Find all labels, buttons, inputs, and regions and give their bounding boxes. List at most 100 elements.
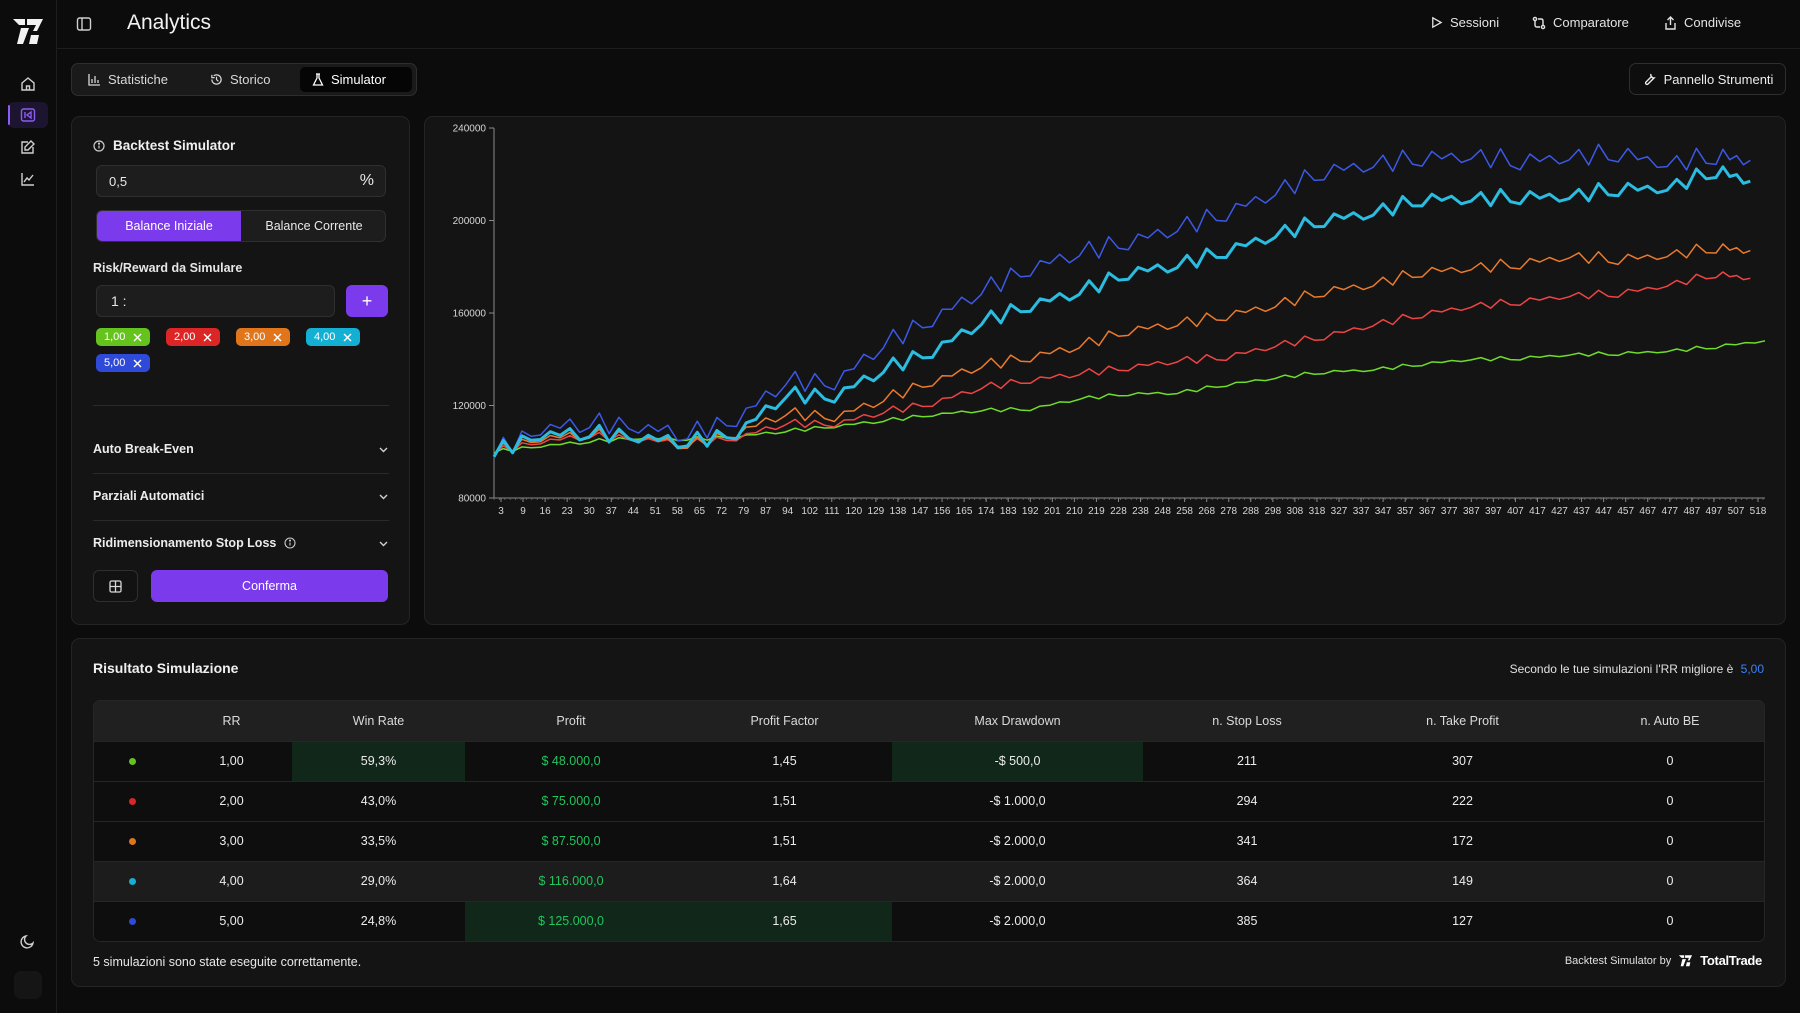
risk-input[interactable]: 0,5 % bbox=[96, 165, 386, 197]
layout-grid-button[interactable] bbox=[93, 570, 138, 602]
x-tick-label: 156 bbox=[934, 506, 951, 517]
ridimensionamento-stop-loss-label: Ridimensionamento Stop Loss bbox=[93, 536, 277, 550]
ridimensionamento-stop-loss-accordion[interactable]: Ridimensionamento Stop Loss bbox=[93, 523, 389, 563]
col-auto-be[interactable]: n. Auto BE bbox=[1640, 713, 1700, 728]
close-icon[interactable] bbox=[343, 333, 352, 342]
tools-panel-button[interactable]: Pannello Strumenti bbox=[1629, 63, 1786, 95]
series-dot-cell bbox=[94, 861, 171, 901]
comparatore-link[interactable]: Comparatore bbox=[1532, 15, 1629, 30]
results-footer: 5 simulazioni sono state eseguite corret… bbox=[93, 955, 362, 969]
rr-chip-label: 3,00 bbox=[244, 331, 266, 343]
x-tick-label: 497 bbox=[1706, 506, 1723, 517]
history-icon bbox=[211, 74, 222, 85]
x-tick-label: 337 bbox=[1353, 506, 1370, 517]
chevron-down-icon bbox=[379, 494, 388, 499]
profit-cell: $ 48.000,0 bbox=[541, 754, 601, 768]
brand-credit: Backtest Simulator by TotalTrade bbox=[1565, 953, 1762, 968]
x-tick-label: 268 bbox=[1198, 506, 1215, 517]
col-max-drawdown[interactable]: Max Drawdown bbox=[974, 713, 1061, 728]
page-title: Analytics bbox=[127, 11, 212, 34]
parziali-automatici-accordion[interactable]: Parziali Automatici bbox=[93, 476, 389, 516]
table-row[interactable]: 5,00 24,8% $ 125.000,0 1,65 -$ 2.000,0 3… bbox=[94, 901, 1764, 941]
stop-loss-cell: 294 bbox=[1236, 794, 1258, 808]
table-row[interactable]: 4,00 29,0% $ 116.000,0 1,64 -$ 2.000,0 3… bbox=[94, 861, 1764, 901]
best-rr-text: Secondo le tue simulazioni l'RR migliore… bbox=[1509, 662, 1734, 676]
flask-icon bbox=[312, 73, 324, 86]
y-tick-label: 160000 bbox=[453, 309, 487, 320]
divider bbox=[93, 405, 389, 406]
close-icon[interactable] bbox=[133, 359, 142, 368]
series-dot bbox=[129, 798, 136, 805]
col-rr[interactable]: RR bbox=[222, 713, 241, 728]
x-tick-label: 437 bbox=[1573, 506, 1590, 517]
x-tick-label: 120 bbox=[845, 506, 862, 517]
balance-toggle: Balance Iniziale Balance Corrente bbox=[96, 210, 386, 242]
share-icon bbox=[1665, 15, 1676, 30]
balance-corrente-option[interactable]: Balance Corrente bbox=[265, 219, 363, 233]
balance-iniziale-option[interactable]: Balance Iniziale bbox=[97, 211, 241, 241]
take-profit-cell: 172 bbox=[1452, 834, 1473, 848]
theme-toggle-button[interactable] bbox=[8, 928, 48, 954]
table-row[interactable]: 1,00 59,3% $ 48.000,0 1,45 -$ 500,0 211 … bbox=[94, 741, 1764, 781]
close-icon[interactable] bbox=[133, 333, 142, 342]
bar-chart-icon bbox=[88, 74, 100, 86]
close-icon[interactable] bbox=[273, 333, 282, 342]
sidebar-toggle-icon[interactable] bbox=[76, 16, 92, 32]
auto-be-cell: 0 bbox=[1666, 794, 1674, 808]
series-dot-cell bbox=[94, 781, 171, 821]
rr-input[interactable]: 1 : bbox=[96, 285, 335, 317]
x-tick-label: 192 bbox=[1022, 506, 1039, 517]
rewind-icon bbox=[20, 108, 36, 122]
tab-simulator[interactable]: Simulator bbox=[300, 67, 412, 92]
simulator-panel: Backtest Simulator 0,5 % Balance Inizial… bbox=[71, 116, 410, 625]
x-tick-label: 467 bbox=[1639, 506, 1656, 517]
x-tick-label: 327 bbox=[1331, 506, 1348, 517]
avatar[interactable] bbox=[14, 971, 42, 999]
brand-prefix: Backtest Simulator by bbox=[1564, 954, 1672, 967]
rr-cell: 1,00 bbox=[219, 754, 244, 768]
x-tick-label: 298 bbox=[1264, 506, 1281, 517]
journal-nav-button[interactable] bbox=[8, 134, 48, 160]
best-rr-value: 5,00 bbox=[1740, 662, 1764, 676]
confirm-button[interactable]: Conferma bbox=[151, 570, 388, 602]
x-tick-label: 51 bbox=[650, 506, 662, 517]
table-row[interactable]: 2,00 43,0% $ 75.000,0 1,51 -$ 1.000,0 29… bbox=[94, 781, 1764, 821]
y-tick-label: 120000 bbox=[453, 401, 487, 412]
col-profit[interactable]: Profit bbox=[556, 713, 586, 728]
take-profit-cell: 307 bbox=[1452, 754, 1473, 768]
view-tabs: Statistiche Storico Simulator bbox=[71, 63, 417, 96]
series-line-rr-1-00 bbox=[493, 340, 1766, 454]
col-profit-factor[interactable]: Profit Factor bbox=[750, 713, 819, 728]
chevron-down-icon bbox=[379, 447, 388, 452]
tab-storico[interactable]: Storico bbox=[198, 67, 290, 92]
play-icon bbox=[1432, 16, 1443, 29]
max-drawdown-cell: -$ 2.000,0 bbox=[989, 874, 1046, 888]
add-rr-button[interactable]: + bbox=[346, 285, 388, 317]
win-rate-cell: 43,0% bbox=[360, 794, 397, 808]
col-take-profit[interactable]: n. Take Profit bbox=[1426, 713, 1499, 728]
series-dot-cell bbox=[94, 901, 171, 941]
x-tick-label: 30 bbox=[584, 506, 596, 517]
backtest-nav-button[interactable] bbox=[8, 102, 48, 128]
best-rr-note: Secondo le tue simulazioni l'RR migliore… bbox=[1510, 662, 1764, 676]
condivise-link[interactable]: Condivise bbox=[1664, 15, 1741, 30]
max-drawdown-cell: -$ 2.000,0 bbox=[989, 914, 1046, 929]
x-tick-label: 258 bbox=[1176, 506, 1193, 517]
col-win-rate[interactable]: Win Rate bbox=[352, 713, 405, 728]
series-line-rr-3-00 bbox=[493, 243, 1751, 456]
sessioni-link[interactable]: Sessioni bbox=[1430, 15, 1499, 30]
x-tick-label: 174 bbox=[978, 506, 995, 517]
x-tick-label: 367 bbox=[1419, 506, 1436, 517]
x-tick-label: 248 bbox=[1154, 506, 1171, 517]
brand-logo-icon[interactable] bbox=[11, 14, 45, 48]
close-icon[interactable] bbox=[203, 333, 212, 342]
x-tick-label: 357 bbox=[1397, 506, 1414, 517]
series-dot bbox=[129, 838, 136, 845]
col-stop-loss[interactable]: n. Stop Loss bbox=[1212, 713, 1282, 728]
analytics-nav-button[interactable] bbox=[8, 166, 48, 192]
x-tick-label: 407 bbox=[1507, 506, 1524, 517]
home-nav-button[interactable] bbox=[8, 71, 48, 97]
tab-statistiche[interactable]: Statistiche bbox=[76, 67, 180, 92]
table-row[interactable]: 3,00 33,5% $ 87.500,0 1,51 -$ 2.000,0 34… bbox=[94, 821, 1764, 861]
auto-break-even-accordion[interactable]: Auto Break-Even bbox=[93, 429, 389, 469]
